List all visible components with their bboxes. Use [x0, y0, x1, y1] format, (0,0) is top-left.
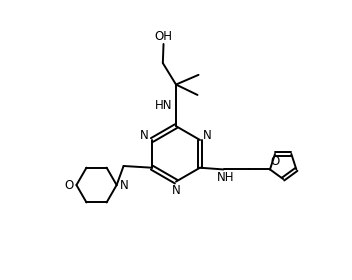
Text: OH: OH — [155, 30, 172, 43]
Text: N: N — [120, 179, 128, 192]
Text: N: N — [172, 184, 180, 197]
Text: O: O — [64, 179, 74, 192]
Text: N: N — [140, 129, 149, 142]
Text: N: N — [203, 129, 212, 142]
Text: NH: NH — [216, 171, 234, 184]
Text: HN: HN — [155, 99, 172, 112]
Text: O: O — [270, 155, 279, 168]
